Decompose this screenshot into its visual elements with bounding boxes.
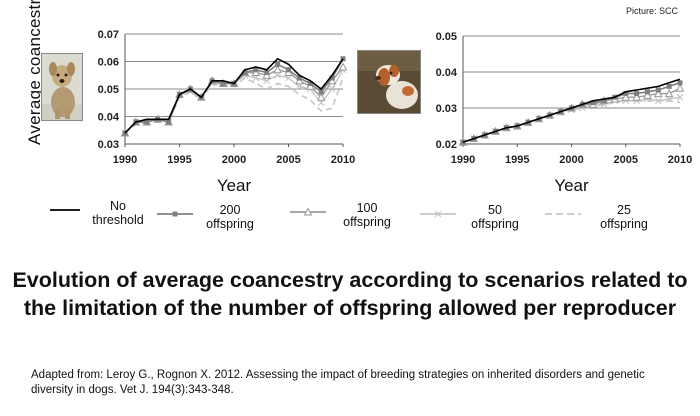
series-2-point (664, 89, 674, 98)
right-chart: 0.02 0.03 0.04 0.05 1990 1995 2000 2005 2010 Year (436, 31, 693, 195)
y-tick-label: 0.03 (98, 139, 119, 151)
series-1-point (329, 75, 335, 81)
legend-marker-1 (172, 211, 178, 217)
x-tick-label: 2000 (559, 154, 583, 166)
series-2-point (316, 92, 326, 101)
y-tick-label: 0.03 (436, 103, 457, 115)
series-1-point (242, 70, 248, 75)
source-citation: Adapted from: Leroy G., Rognon X. 2012. … (31, 369, 645, 396)
y-tick-label: 0.06 (98, 57, 119, 69)
series-1-point (307, 81, 313, 86)
y-tick-label: 0.07 (98, 29, 119, 41)
x-tick-label: 1990 (451, 154, 475, 166)
series-1-point (590, 100, 596, 106)
series-1-point (634, 91, 640, 97)
series-2-point (273, 65, 282, 74)
series-1-point (253, 67, 259, 73)
series-1-point (655, 87, 661, 93)
left-chart: 0.03 0.04 0.05 0.06 0.07 1990 1995 2000 2005 2010… (98, 29, 356, 195)
series-1-point (144, 119, 150, 125)
series-1-point (220, 81, 226, 86)
x-tick-label: 2005 (276, 154, 300, 166)
y-tick-label: 0.04 (436, 67, 458, 79)
x-axis-label: Year (217, 176, 252, 195)
series-1-point (666, 83, 672, 89)
legend-marker-2 (303, 207, 313, 216)
x-tick-label: 2010 (668, 154, 692, 166)
x-tick-label: 1990 (113, 154, 137, 166)
series-1-point (340, 56, 346, 62)
series-2-point (653, 89, 663, 98)
series-2-point (632, 92, 641, 101)
y-tick-label: 0.05 (98, 84, 119, 96)
series-2-point (338, 62, 348, 71)
series-1-point (166, 119, 172, 125)
x-tick-label: 2000 (222, 154, 246, 166)
series-1-point (318, 89, 324, 95)
series-3-point (654, 97, 662, 105)
legend-label-100: 100 offspring (343, 201, 391, 229)
x-tick-label: 1995 (167, 154, 191, 166)
series-line-2 (124, 66, 344, 134)
charts-canvas: 0.03 0.04 0.05 0.06 0.07 1990 1995 2000 2005 2010… (50, 29, 693, 218)
series-line-0 (462, 78, 681, 143)
series-2-point (643, 90, 652, 99)
legend-label-25: 25 offspring (600, 203, 648, 231)
figure-title: Evolution of average coancestry accordin… (12, 268, 688, 320)
series-3-point (328, 85, 336, 93)
legend-marker-3 (434, 210, 442, 218)
x-tick-label: 2010 (331, 154, 355, 166)
series-1-point (601, 98, 607, 104)
series-line-0 (124, 57, 344, 134)
legend-label-no-threshold: No threshold (92, 199, 144, 227)
terrier-photo (41, 53, 83, 121)
x-axis-label: Year (554, 176, 589, 195)
series-1-point (644, 89, 650, 95)
legend-label-50: 50 offspring (471, 203, 519, 231)
y-tick-label: 0.04 (98, 112, 120, 124)
legend-label-200: 200 offspring (206, 203, 254, 231)
y-tick-label: 0.02 (436, 139, 457, 151)
series-3-point (676, 93, 684, 101)
x-tick-label: 2005 (614, 154, 638, 166)
series-1-point (623, 91, 629, 97)
legend-markers (50, 207, 581, 218)
series-1-point (275, 61, 281, 67)
series-1-point (296, 75, 302, 81)
y-tick-label: 0.05 (436, 31, 457, 43)
picture-credit: Picture: SCC (626, 6, 679, 16)
series-1-point (677, 80, 683, 86)
series-1-point (286, 67, 291, 73)
series-1-point (264, 70, 270, 75)
setter-photo (357, 50, 421, 114)
x-tick-label: 1995 (505, 154, 529, 166)
series-2-point (621, 92, 631, 101)
series-2-point (675, 83, 685, 92)
